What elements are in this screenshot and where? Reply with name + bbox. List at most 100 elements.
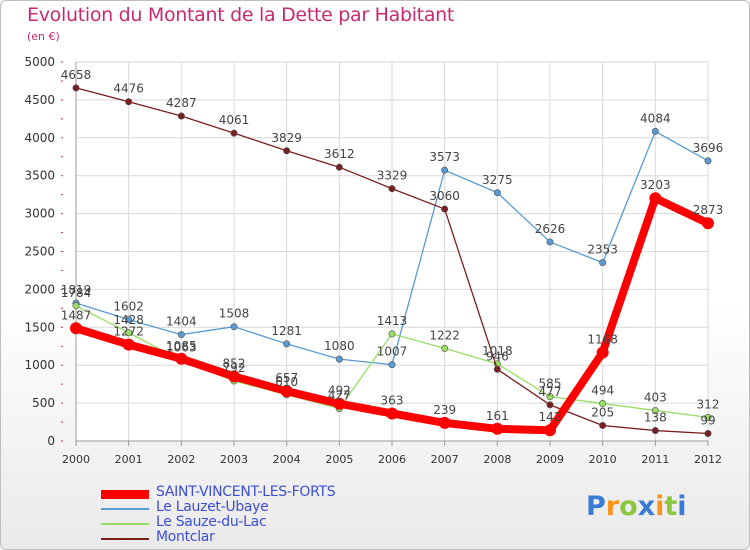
data-point bbox=[599, 400, 607, 408]
y-tick-label: 1500 bbox=[24, 320, 55, 334]
logo-letter: r bbox=[605, 491, 620, 522]
data-label: 1428 bbox=[113, 313, 144, 327]
legend-item: Le Sauze-du-Lac bbox=[101, 514, 421, 532]
data-point bbox=[283, 340, 291, 348]
data-label: 585 bbox=[539, 377, 562, 391]
data-label: 3203 bbox=[640, 178, 671, 192]
x-tick-label: 2001 bbox=[115, 453, 143, 466]
data-label: 4476 bbox=[113, 82, 144, 96]
x-tick-label: 2005 bbox=[325, 453, 353, 466]
data-point bbox=[122, 338, 135, 351]
data-label: 492 bbox=[328, 384, 351, 398]
data-point bbox=[335, 163, 343, 171]
data-label: 946 bbox=[486, 349, 509, 363]
data-label: 1007 bbox=[377, 345, 408, 359]
legend-label: SAINT-VINCENT-LES-FORTS bbox=[156, 484, 336, 500]
line-chart: 0 500 1000 1500 2000 2500 3000 3500 4000 4500 5000… bbox=[24, 55, 724, 466]
data-label: 1063 bbox=[166, 340, 197, 354]
series-0 bbox=[70, 192, 714, 437]
data-point bbox=[704, 157, 712, 165]
y-tick-label: 3500 bbox=[24, 169, 55, 183]
data-label: 1404 bbox=[166, 315, 197, 329]
data-label: 1508 bbox=[219, 307, 250, 321]
logo-letter: x bbox=[637, 491, 656, 522]
logo-letter: o bbox=[619, 491, 638, 522]
y-tick-label: 5000 bbox=[24, 55, 55, 69]
data-point bbox=[544, 424, 556, 437]
data-label: 4061 bbox=[219, 113, 250, 127]
y-tick-label: 500 bbox=[32, 396, 55, 410]
y-tick-label: 4500 bbox=[24, 93, 55, 107]
legend-item: SAINT-VINCENT-LES-FORTS bbox=[101, 484, 421, 502]
legend-label: Montclar bbox=[156, 529, 215, 545]
data-point bbox=[386, 407, 398, 420]
data-label: 1602 bbox=[113, 300, 144, 314]
data-point bbox=[388, 361, 396, 369]
data-label: 2353 bbox=[587, 243, 618, 257]
data-label: 1080 bbox=[324, 339, 355, 353]
data-point bbox=[177, 331, 185, 339]
data-label: 610 bbox=[275, 375, 298, 389]
data-label: 1487 bbox=[61, 308, 92, 322]
data-label: 2873 bbox=[693, 203, 724, 217]
x-tick-label: 2009 bbox=[536, 453, 564, 466]
data-point bbox=[493, 189, 501, 197]
data-point bbox=[388, 330, 396, 338]
data-point bbox=[125, 316, 133, 324]
data-label: 3329 bbox=[377, 169, 408, 183]
data-label: 1784 bbox=[61, 286, 92, 300]
legend-swatch bbox=[101, 523, 149, 525]
data-label: 161 bbox=[486, 409, 509, 423]
data-point bbox=[230, 129, 238, 137]
data-label: 403 bbox=[644, 390, 667, 404]
data-label: 4084 bbox=[640, 111, 671, 125]
data-point bbox=[599, 421, 607, 429]
data-label: 205 bbox=[591, 405, 614, 419]
data-label: 1222 bbox=[429, 328, 460, 342]
data-point bbox=[493, 365, 501, 373]
data-label: 99 bbox=[700, 413, 715, 427]
legend-label: Le Lauzet-Ubaye bbox=[156, 499, 269, 515]
data-label: 494 bbox=[591, 384, 614, 398]
legend-item: Montclar bbox=[101, 529, 421, 547]
data-point bbox=[333, 397, 346, 410]
y-tick-label: 2000 bbox=[24, 282, 55, 296]
data-label: 427 bbox=[328, 389, 351, 403]
y-tick-label: 3000 bbox=[24, 207, 55, 221]
data-point bbox=[175, 352, 188, 365]
data-label: 1085 bbox=[166, 339, 197, 353]
data-label: 1168 bbox=[587, 332, 618, 346]
series-3 bbox=[72, 84, 712, 437]
data-label: 1272 bbox=[113, 325, 144, 339]
data-point bbox=[702, 217, 714, 230]
x-tick-label: 2012 bbox=[694, 453, 722, 466]
x-tick-label: 2010 bbox=[589, 453, 617, 466]
data-label: 3829 bbox=[271, 131, 302, 145]
logo-letter: i bbox=[677, 491, 687, 522]
y-tick-label: 2500 bbox=[24, 245, 55, 259]
data-label: 3696 bbox=[693, 141, 724, 155]
data-label: 1819 bbox=[61, 283, 92, 297]
data-point bbox=[651, 427, 659, 435]
data-point bbox=[546, 238, 554, 246]
data-label: 142 bbox=[539, 410, 562, 424]
data-point bbox=[546, 393, 554, 401]
data-label: 2626 bbox=[535, 222, 566, 236]
data-label: 363 bbox=[381, 393, 404, 407]
data-point bbox=[125, 329, 133, 337]
data-point bbox=[704, 429, 712, 437]
data-point bbox=[441, 166, 449, 174]
x-tick-label: 2000 bbox=[62, 453, 90, 466]
y-tick-label: 4000 bbox=[24, 131, 55, 145]
x-tick-label: 2004 bbox=[273, 453, 301, 466]
legend-swatch bbox=[101, 489, 149, 499]
chart-subtitle: (en €) bbox=[27, 30, 60, 43]
data-point bbox=[491, 422, 504, 435]
legend-label: Le Sauze-du-Lac bbox=[156, 514, 267, 530]
data-label: 657 bbox=[275, 371, 298, 385]
x-tick-label: 2011 bbox=[641, 453, 669, 466]
data-label: 3573 bbox=[429, 150, 460, 164]
data-label: 138 bbox=[644, 411, 667, 425]
y-tick-label: 1000 bbox=[24, 358, 55, 372]
